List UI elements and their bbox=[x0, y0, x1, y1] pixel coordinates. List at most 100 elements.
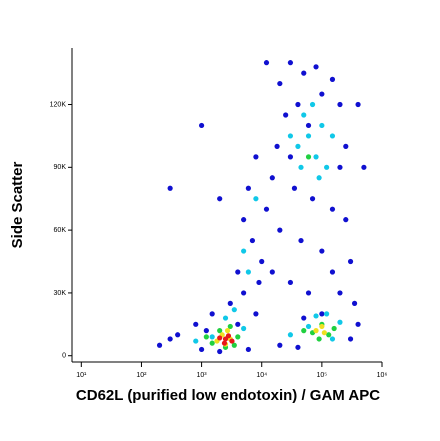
dot bbox=[329, 206, 336, 212]
dot bbox=[263, 60, 270, 66]
dot bbox=[235, 269, 241, 275]
dot bbox=[229, 338, 235, 344]
dot bbox=[295, 344, 301, 350]
dot bbox=[241, 290, 247, 296]
dot bbox=[313, 64, 319, 70]
dot bbox=[227, 323, 233, 330]
dot bbox=[313, 328, 319, 334]
dot bbox=[241, 325, 247, 332]
dot bbox=[263, 206, 270, 212]
dot bbox=[253, 154, 259, 160]
dot bbox=[291, 185, 298, 191]
dot bbox=[319, 248, 325, 254]
dot bbox=[309, 101, 316, 108]
x-tick-label: 10¹ bbox=[76, 372, 87, 379]
dot bbox=[305, 133, 312, 139]
dot bbox=[217, 348, 223, 355]
dot bbox=[225, 333, 232, 339]
dot bbox=[231, 342, 237, 348]
dot bbox=[198, 346, 205, 353]
x-axis-title: CD62L (purified low endotoxin) / GAM APC bbox=[76, 387, 380, 404]
dot bbox=[313, 313, 319, 319]
y-tick-label: 120K bbox=[50, 101, 67, 108]
dot bbox=[287, 133, 294, 139]
dot bbox=[269, 269, 275, 275]
dot bbox=[324, 311, 330, 317]
x-tick-label: 10⁵ bbox=[317, 372, 328, 379]
y-axis-title: Side Scatter bbox=[9, 161, 26, 248]
dot bbox=[277, 342, 283, 348]
dot bbox=[316, 336, 322, 342]
dot bbox=[283, 112, 289, 118]
dot bbox=[329, 336, 336, 342]
y-tick-label: 60K bbox=[54, 227, 67, 234]
dot bbox=[245, 269, 251, 275]
dot bbox=[203, 334, 209, 340]
dot bbox=[245, 346, 251, 353]
dot bbox=[329, 76, 336, 82]
dot bbox=[343, 143, 349, 149]
dot bbox=[231, 307, 237, 313]
dot bbox=[209, 334, 215, 340]
dot bbox=[287, 279, 294, 286]
dot bbox=[241, 248, 247, 254]
dot bbox=[203, 328, 209, 334]
dot bbox=[287, 332, 294, 338]
dot bbox=[305, 154, 312, 160]
dot bbox=[274, 143, 280, 149]
y-tick-label: 30K bbox=[54, 290, 67, 297]
dot bbox=[235, 334, 241, 340]
dot bbox=[198, 122, 205, 129]
dot bbox=[329, 269, 336, 275]
x-tick-label: 10⁶ bbox=[377, 372, 388, 379]
dot bbox=[221, 340, 228, 346]
dot bbox=[235, 321, 241, 327]
dot bbox=[301, 70, 307, 76]
dot bbox=[347, 258, 354, 265]
dot bbox=[319, 311, 325, 317]
dot bbox=[351, 300, 358, 306]
dot bbox=[337, 290, 343, 296]
dot bbox=[301, 328, 307, 334]
dot bbox=[355, 321, 361, 327]
dot bbox=[305, 122, 312, 129]
x-tick-label: 10⁴ bbox=[256, 372, 267, 379]
dot bbox=[319, 122, 325, 129]
y-tick-label: 0 bbox=[62, 353, 66, 360]
dot bbox=[295, 101, 301, 108]
y-tick-label: 90K bbox=[54, 164, 67, 171]
dot bbox=[175, 332, 181, 338]
dot bbox=[269, 175, 275, 181]
dot bbox=[295, 143, 301, 149]
dot bbox=[298, 164, 304, 170]
dot bbox=[167, 336, 173, 342]
dot bbox=[355, 101, 361, 108]
dot bbox=[193, 321, 199, 327]
dot bbox=[305, 290, 312, 296]
dot bbox=[209, 340, 215, 346]
dot bbox=[245, 185, 251, 191]
dot bbox=[337, 101, 343, 108]
dot bbox=[347, 336, 354, 342]
dot bbox=[253, 311, 259, 317]
dot bbox=[319, 91, 325, 97]
dot bbox=[316, 175, 322, 181]
dot bbox=[277, 227, 283, 233]
dot bbox=[193, 338, 199, 344]
dot bbox=[227, 300, 233, 306]
dot bbox=[305, 323, 312, 330]
dot bbox=[287, 60, 294, 66]
dot bbox=[217, 328, 223, 334]
dot bbox=[329, 133, 336, 139]
dot bbox=[337, 164, 343, 170]
dot bbox=[298, 237, 304, 244]
dot bbox=[326, 332, 332, 338]
dot bbox=[259, 258, 265, 265]
dot bbox=[287, 154, 294, 160]
dot bbox=[321, 330, 327, 336]
dot bbox=[167, 185, 173, 191]
dot bbox=[209, 311, 215, 317]
dot bbox=[253, 196, 259, 202]
dot bbox=[343, 217, 349, 223]
